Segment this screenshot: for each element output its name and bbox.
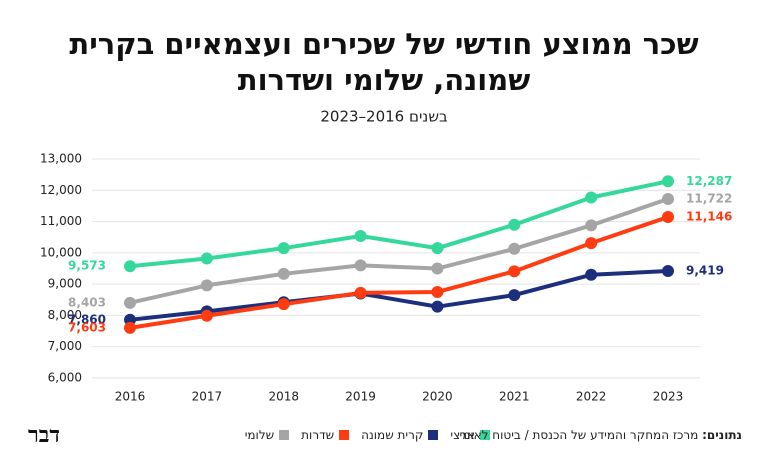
y-tick-label: 6,000 (48, 371, 82, 385)
y-tick-label: 7,000 (48, 339, 82, 353)
point (585, 219, 598, 232)
point (354, 229, 367, 242)
point (662, 265, 674, 278)
series-line (129, 269, 669, 322)
legend-swatch (428, 430, 439, 440)
data-label: 11,722 (686, 191, 732, 205)
x-tick-label: 2021 (499, 390, 530, 404)
data-label: 11,146 (686, 210, 732, 224)
source: נתונים: מרכז המחקר והמידע של הכנסת / ביט… (460, 428, 742, 442)
legend-swatch (279, 430, 290, 440)
x-tick-label: 2017 (192, 390, 223, 404)
chart-title: שמונה, שלומי ושדרות (238, 63, 530, 97)
point (200, 252, 213, 265)
legend-item: ארצי (450, 428, 490, 442)
x-tick-label: 2018 (268, 390, 299, 404)
point (585, 191, 598, 204)
point (662, 211, 674, 224)
legend-label: ארצי (450, 428, 475, 442)
point (662, 175, 674, 188)
point (662, 192, 674, 205)
chart-title: שכר ממוצע חודשי של שכירים ועצמאיים בקרית (69, 27, 698, 61)
data-label: 8,403 (68, 295, 106, 309)
data-label: 9,573 (68, 259, 106, 273)
data-label: 9,419 (686, 264, 724, 278)
point (354, 259, 367, 272)
point (124, 321, 136, 334)
x-tick-label: 2016 (115, 390, 146, 404)
point (431, 300, 444, 313)
point (124, 260, 136, 273)
y-tick-label: 12,000 (40, 183, 82, 197)
legend-item: קרית שמונה (361, 428, 439, 442)
y-tick-label: 11,000 (40, 214, 82, 228)
y-tick-label: 9,000 (48, 277, 82, 291)
point (431, 242, 444, 255)
legend-label: קרית שמונה (361, 428, 424, 442)
legend: ארצי קרית שמונה שדרות שלומי (245, 428, 490, 442)
source-text: מרכז המחקר והמידע של הכנסת / ביטוח לאומי (459, 428, 699, 442)
y-tick-label: 8,000 (48, 308, 82, 322)
data-label: 7,860 (68, 312, 106, 326)
point (200, 309, 213, 322)
point (431, 285, 444, 298)
series-line (129, 179, 669, 269)
legend-swatch (480, 430, 490, 440)
legend-item: שלומי (244, 428, 290, 442)
point (508, 289, 521, 302)
point (200, 279, 213, 292)
x-tick-label: 2020 (422, 390, 453, 404)
point (508, 242, 521, 255)
source-label: נתונים: (702, 428, 742, 442)
x-tick-label: 2022 (576, 390, 607, 404)
point (585, 268, 598, 281)
data-label: 12,287 (686, 174, 732, 188)
point (508, 265, 521, 278)
series-line (129, 197, 669, 305)
x-tick-label: 2019 (345, 390, 376, 404)
legend-swatch (339, 430, 350, 440)
legend-item: שדרות (301, 428, 350, 442)
point (354, 286, 367, 299)
series-line (129, 215, 669, 330)
point (277, 298, 290, 311)
point (431, 262, 444, 275)
data-label: 7,603 (68, 320, 106, 334)
logo: דבר (28, 422, 60, 448)
y-tick-label: 13,000 (40, 152, 82, 166)
x-tick-label: 2023 (653, 390, 684, 404)
y-tick-label: 10,000 (40, 245, 82, 259)
point (277, 242, 290, 255)
point (124, 296, 136, 309)
point (508, 218, 521, 231)
point (585, 237, 598, 250)
point (277, 267, 290, 280)
legend-label: שלומי (244, 428, 275, 442)
legend-label: שדרות (301, 428, 335, 442)
chart-subtitle: בשנים 2016–2023 (320, 108, 448, 126)
